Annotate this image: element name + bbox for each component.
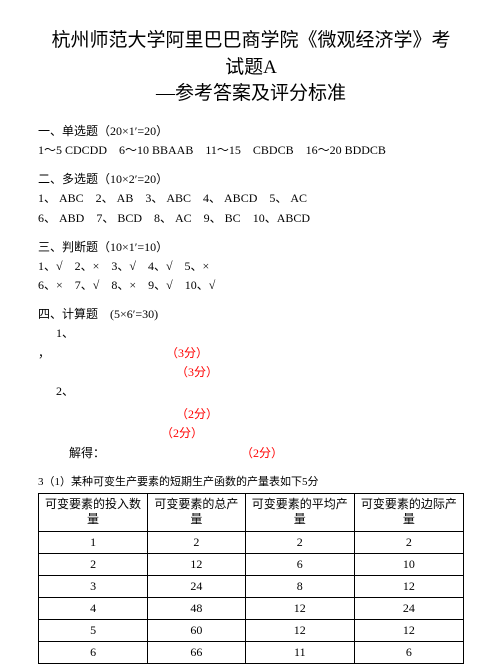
table-row: 3 24 8 12 (39, 575, 464, 597)
table-header-row: 可变要素的投入数量 可变要素的总产量 可变要素的平均产量 可变要素的边际产量 (39, 493, 464, 531)
cell: 12 (148, 553, 246, 575)
cell: 24 (354, 597, 463, 619)
section-1-heading: 一、单选题（20×1′=20） (38, 122, 464, 141)
section-2: 二、多选题（10×2′=20） 1、 ABC 2、 AB 3、 ABC 4、 A… (38, 170, 464, 228)
section-3-line2: 6、× 7、√ 8、× 9、√ 10、√ (38, 276, 464, 295)
sec4-item1: 1、 (38, 324, 464, 343)
cell: 2 (148, 531, 246, 553)
title-line-1: 杭州师范大学阿里巴巴商学院《微观经济学》考 (38, 28, 464, 55)
cell: 6 (354, 641, 463, 663)
col-header-0: 可变要素的投入数量 (39, 493, 148, 531)
section-2-heading: 二、多选题（10×2′=20） (38, 170, 464, 189)
cell: 2 (245, 531, 354, 553)
score-3b: （3分） (176, 365, 218, 379)
cell: 6 (39, 641, 148, 663)
title-line-2: 试题A (38, 55, 464, 82)
cell: 10 (354, 553, 463, 575)
cell: 2 (354, 531, 463, 553)
sec4-comma-row: ， （3分） (38, 344, 464, 363)
cell: 24 (148, 575, 246, 597)
cell: 2 (39, 553, 148, 575)
table-row: 5 60 12 12 (39, 619, 464, 641)
score-2c: （2分） (241, 446, 283, 460)
cell: 12 (354, 619, 463, 641)
sec4-comma: ， (38, 346, 50, 360)
cell: 12 (245, 619, 354, 641)
col-header-3: 可变要素的边际产量 (354, 493, 463, 531)
sec4-score2a-row: （2分） (38, 405, 464, 424)
col-header-1: 可变要素的总产量 (148, 493, 246, 531)
table-row: 4 48 12 24 (39, 597, 464, 619)
cell: 3 (39, 575, 148, 597)
cell: 6 (245, 553, 354, 575)
score-2a: （2分） (176, 407, 218, 421)
section-3-heading: 三、判断题（10×1′=10） (38, 238, 464, 257)
section-2-line2: 6、 ABD 7、 BCD 8、 AC 9、 BC 10、ABCD (38, 209, 464, 228)
section-3: 三、判断题（10×1′=10） 1、√ 2、× 3、√ 4、√ 5、× 6、× … (38, 238, 464, 296)
cell: 48 (148, 597, 246, 619)
q3-caption: 3（1）某种可变生产要素的短期生产函数的产量表如下5分 (38, 473, 464, 489)
cell: 66 (148, 641, 246, 663)
cell: 4 (39, 597, 148, 619)
sec4-score3b-row: （3分） (38, 363, 464, 382)
title-line-3: —参考答案及评分标准 (38, 81, 464, 108)
section-4-heading: 四、计算题 (5×6′=30) (38, 305, 464, 324)
production-table: 可变要素的投入数量 可变要素的总产量 可变要素的平均产量 可变要素的边际产量 1… (38, 493, 464, 664)
solve-label: 解得： (69, 446, 105, 460)
score-3a: （3分） (166, 346, 208, 360)
cell: 12 (245, 597, 354, 619)
table-row: 6 66 11 6 (39, 641, 464, 663)
sec4-item2: 2、 (38, 382, 464, 401)
cell: 1 (39, 531, 148, 553)
sec4-solve-row: 解得： （2分） (38, 444, 464, 463)
col-header-2: 可变要素的平均产量 (245, 493, 354, 531)
cell: 5 (39, 619, 148, 641)
section-2-line1: 1、 ABC 2、 AB 3、 ABC 4、 ABCD 5、 AC (38, 189, 464, 208)
sec4-score2b-row: （2分） (38, 424, 464, 443)
cell: 12 (354, 575, 463, 597)
cell: 11 (245, 641, 354, 663)
table-row: 2 12 6 10 (39, 553, 464, 575)
table-row: 1 2 2 2 (39, 531, 464, 553)
table-body: 1 2 2 2 2 12 6 10 3 24 8 12 4 48 12 24 5… (39, 531, 464, 663)
section-1-answers: 1～5 CDCDD 6～10 BBAAB 11～15 CBDCB 16～20 B… (38, 141, 464, 160)
cell: 8 (245, 575, 354, 597)
page-title: 杭州师范大学阿里巴巴商学院《微观经济学》考 试题A —参考答案及评分标准 (38, 28, 464, 108)
cell: 60 (148, 619, 246, 641)
section-4: 四、计算题 (5×6′=30) 1、 ， （3分） （3分） 2、 （2分） （… (38, 305, 464, 463)
section-3-line1: 1、√ 2、× 3、√ 4、√ 5、× (38, 257, 464, 276)
section-1: 一、单选题（20×1′=20） 1～5 CDCDD 6～10 BBAAB 11～… (38, 122, 464, 160)
score-2b: （2分） (161, 426, 203, 440)
